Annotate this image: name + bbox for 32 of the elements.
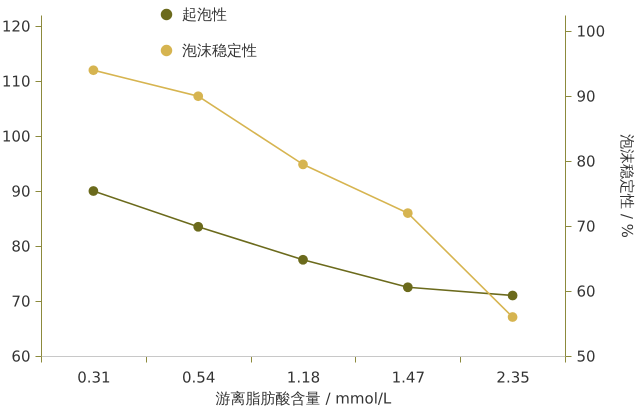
legend-label: 起泡性: [182, 6, 227, 24]
y-tick-label: 90: [11, 182, 30, 200]
point: [88, 65, 98, 76]
point: [298, 160, 308, 170]
legend-label: 泡沫稳定性: [182, 42, 257, 60]
point: [402, 282, 413, 292]
x-tick-label: 1.47: [392, 368, 426, 386]
y-tick-label: 100: [2, 128, 30, 146]
point: [298, 254, 308, 265]
point: [508, 312, 518, 322]
y2-tick-label: 70: [576, 218, 596, 236]
y2-tick-label: 90: [576, 88, 596, 106]
y2-tick-label: 100: [576, 22, 606, 41]
x-tick-label: 2.35: [496, 368, 530, 386]
x-tick-label: 0.31: [77, 368, 111, 386]
point: [402, 208, 413, 218]
y-tick-label: 60: [11, 348, 30, 366]
y-tick-label: 80: [11, 238, 30, 256]
y-tick-label: 120: [2, 18, 30, 36]
y-tick-label: 70: [11, 292, 30, 310]
y2-tick-label: 80: [576, 152, 596, 171]
x-tick-label: 1.18: [286, 368, 320, 386]
y2-tick-label: 50: [576, 348, 596, 366]
y-tick-label: 110: [2, 72, 30, 90]
point: [508, 290, 518, 300]
x-axis-title: 游离脂肪酸含量 / mmol/L: [216, 390, 392, 408]
point: [193, 91, 204, 102]
x-tick-label: 0.54: [182, 368, 216, 386]
y2-tick-label: 60: [576, 282, 596, 301]
y2-axis-title: 泡沫稳定性 / %: [618, 134, 636, 238]
point: [88, 186, 98, 196]
point: [193, 222, 204, 232]
